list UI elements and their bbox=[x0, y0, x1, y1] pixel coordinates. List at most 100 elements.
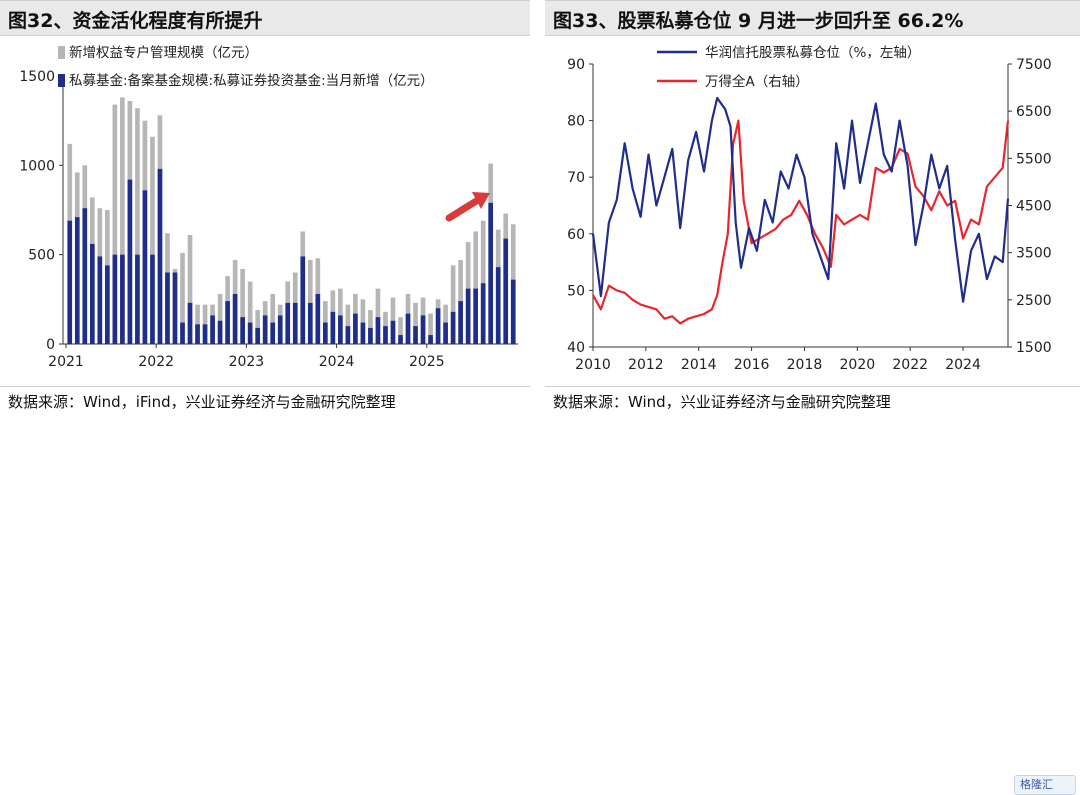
bar-private-fund bbox=[503, 238, 509, 344]
bar-private-fund bbox=[330, 311, 336, 344]
bar-private-fund bbox=[420, 315, 426, 344]
bar-private-fund bbox=[383, 326, 388, 344]
left-y-tick-label: 80 bbox=[567, 114, 585, 130]
bar-private-fund bbox=[120, 254, 125, 344]
bar-equity-account bbox=[398, 317, 403, 344]
bar-equity-account bbox=[345, 304, 351, 344]
bar-private-fund bbox=[187, 302, 193, 344]
bar-equity-account bbox=[240, 268, 245, 344]
x-tick-label: 2023 bbox=[229, 354, 265, 370]
bar-equity-account bbox=[217, 293, 223, 344]
bar-private-fund bbox=[195, 324, 200, 344]
right-panel: 图33、股票私募仓位 9 月进一步回升至 66.2% 40 50 60 70 80 90 1… bbox=[545, 0, 1080, 795]
bar-private-fund bbox=[180, 322, 185, 344]
bar-equity-account bbox=[360, 299, 366, 344]
bar-equity-account bbox=[375, 288, 381, 344]
bar-private-fund bbox=[480, 283, 486, 344]
bar-private-fund bbox=[232, 293, 238, 344]
bar-equity-account bbox=[307, 260, 313, 344]
legend-label-position: 华润信托股票私募仓位（%，左轴） bbox=[705, 45, 920, 61]
left-y-tick-label: 50 bbox=[567, 283, 585, 299]
x-tick-label: 2010 bbox=[575, 357, 611, 373]
series-line-wind-a bbox=[592, 119, 1010, 325]
right-y-tick-label: 3500 bbox=[1016, 246, 1052, 262]
legend-swatch-private bbox=[58, 74, 65, 87]
right-source-bar: 数据来源：Wind，兴业证券经济与金融研究院整理 格隆汇 bbox=[545, 386, 1080, 795]
bar-private-fund bbox=[458, 301, 463, 344]
bar-private-fund bbox=[67, 220, 73, 344]
bar-private-fund bbox=[390, 320, 396, 344]
bar-private-fund bbox=[307, 302, 313, 344]
right-y-tick-label: 2500 bbox=[1016, 293, 1052, 309]
bar-private-fund bbox=[292, 302, 298, 344]
y-tick-label: 0 bbox=[46, 337, 55, 353]
right-source-text: 数据来源：Wind，兴业证券经济与金融研究院整理 bbox=[553, 393, 891, 411]
x-tick-label: 2012 bbox=[628, 357, 664, 373]
bar-private-fund bbox=[202, 324, 208, 344]
bar-equity-account bbox=[112, 104, 118, 344]
bar-chart: 0 500 1000 1500 2021 2022 2023 2024 2025 新增权益专户管理… bbox=[19, 44, 518, 370]
legend-label-wind-a: 万得全A（右轴） bbox=[705, 73, 809, 90]
left-source-bar: 数据来源：Wind，iFind，兴业证券经济与金融研究院整理 bbox=[0, 386, 530, 413]
bar-private-fund bbox=[97, 256, 103, 344]
watermark-badge: 格隆汇 bbox=[1014, 775, 1076, 795]
bar-equity-account bbox=[480, 220, 486, 344]
x-tick-label: 2018 bbox=[787, 357, 823, 373]
bar-private-fund bbox=[127, 179, 133, 344]
bar-private-fund bbox=[428, 335, 433, 344]
y-tick-label: 500 bbox=[28, 248, 55, 264]
bar-private-fund bbox=[240, 317, 245, 344]
y-tick-label: 1500 bbox=[19, 69, 55, 85]
trend-arrow-shaft bbox=[445, 196, 482, 222]
right-chart-title: 图33、股票私募仓位 9 月进一步回升至 66.2% bbox=[553, 10, 964, 32]
bar-private-fund bbox=[450, 311, 456, 344]
bar-equity-account bbox=[180, 252, 185, 344]
bar-private-fund bbox=[105, 265, 110, 344]
bar-private-fund bbox=[217, 320, 223, 344]
legend-label-equity: 新增权益专户管理规模（亿元） bbox=[69, 44, 258, 61]
bar-private-fund bbox=[247, 322, 253, 344]
bar-equity-account bbox=[390, 297, 396, 344]
left-panel: 图32、资金活化程度有所提升 0 500 1000 1500 2021 2022 2023 2… bbox=[0, 0, 530, 413]
x-tick-label: 2024 bbox=[945, 357, 981, 373]
bar-private-fund bbox=[413, 326, 418, 344]
bar-equity-account bbox=[135, 108, 140, 344]
bar-private-fund bbox=[112, 254, 118, 344]
x-tick-label: 2014 bbox=[681, 357, 717, 373]
line-chart: 40 50 60 70 80 90 1500 2500 3500 4500 5500 6500 7500… bbox=[567, 45, 1052, 373]
bar-private-fund bbox=[270, 322, 276, 344]
x-tick-label: 2024 bbox=[319, 354, 355, 370]
bar-equity-account bbox=[450, 265, 456, 344]
series-line-position bbox=[591, 96, 1010, 303]
right-y-tick-label: 1500 bbox=[1016, 340, 1052, 356]
bar-private-fund bbox=[165, 272, 170, 344]
bar-equity-account bbox=[120, 97, 125, 344]
bar-private-fund bbox=[89, 243, 95, 344]
left-y-tick-label: 90 bbox=[567, 57, 585, 73]
right-y-tick-label: 4500 bbox=[1016, 199, 1052, 215]
bar-private-fund bbox=[495, 267, 501, 344]
bar-private-fund bbox=[285, 302, 291, 344]
left-y-tick-label: 40 bbox=[567, 340, 585, 356]
x-tick-label: 2025 bbox=[409, 354, 445, 370]
left-title-bar: 图32、资金活化程度有所提升 bbox=[0, 0, 530, 36]
bar-private-fund bbox=[135, 254, 140, 344]
bar-private-fund bbox=[300, 256, 306, 344]
right-y-tick-label: 7500 bbox=[1016, 57, 1052, 73]
bar-private-fund bbox=[172, 272, 178, 344]
bar-private-fund bbox=[322, 322, 328, 344]
bar-equity-account bbox=[255, 310, 261, 344]
bar-private-fund bbox=[338, 315, 343, 344]
bar-private-fund bbox=[473, 288, 478, 344]
left-y-tick-label: 70 bbox=[567, 170, 585, 186]
bar-private-fund bbox=[315, 293, 321, 344]
bar-equity-account bbox=[247, 281, 253, 344]
right-y-tick-label: 5500 bbox=[1016, 151, 1052, 167]
x-tick-label: 2020 bbox=[840, 357, 876, 373]
bar-private-fund bbox=[345, 326, 351, 344]
left-source-text: 数据来源：Wind，iFind，兴业证券经济与金融研究院整理 bbox=[8, 393, 396, 411]
right-y-tick-label: 6500 bbox=[1016, 104, 1052, 120]
left-y-tick-label: 60 bbox=[567, 227, 585, 243]
bar-private-fund bbox=[277, 315, 283, 344]
x-tick-label: 2022 bbox=[138, 354, 174, 370]
